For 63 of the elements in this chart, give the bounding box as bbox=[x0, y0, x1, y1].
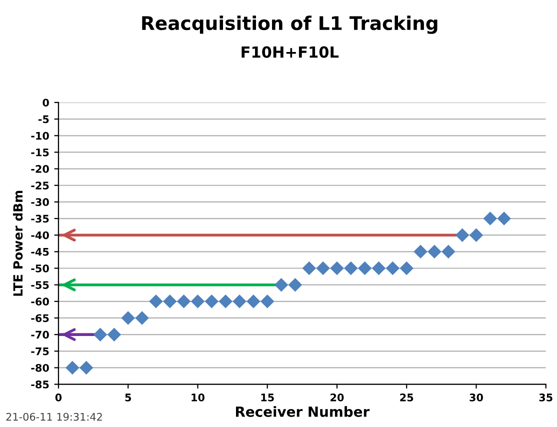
x-axis-title: Receiver Number bbox=[236, 406, 370, 417]
point bbox=[372, 262, 386, 275]
point bbox=[442, 245, 455, 258]
point bbox=[218, 294, 232, 308]
y-tick-label: -75 bbox=[31, 348, 49, 356]
chart-title: Reacquisition of L1 Tracking bbox=[142, 16, 438, 34]
point bbox=[358, 262, 372, 275]
y-tick-label: -25 bbox=[31, 182, 49, 190]
y-tick-label: -35 bbox=[31, 214, 49, 223]
y-tick-label: -85 bbox=[31, 380, 49, 388]
y-tick-label: -55 bbox=[31, 281, 49, 289]
y-tick-label: 0 bbox=[42, 98, 49, 107]
point bbox=[288, 278, 302, 292]
point bbox=[484, 212, 497, 226]
point bbox=[260, 294, 274, 308]
point bbox=[232, 294, 246, 308]
x-tick-label: 30 bbox=[470, 394, 483, 402]
point bbox=[66, 361, 79, 374]
point bbox=[274, 278, 288, 292]
point bbox=[316, 262, 330, 275]
y-tick-label: -45 bbox=[31, 248, 49, 256]
point bbox=[177, 294, 190, 308]
x-tick-label: 35 bbox=[539, 394, 552, 402]
text: 21-06-11 19:31:42 bbox=[6, 412, 102, 421]
point bbox=[246, 294, 260, 308]
y-axis-title: LTE Power dBm bbox=[12, 190, 23, 296]
point bbox=[135, 311, 149, 325]
point bbox=[149, 294, 163, 308]
x-tick-label: 5 bbox=[125, 394, 132, 402]
y-tick-label: -30 bbox=[31, 198, 49, 206]
point bbox=[386, 262, 400, 275]
x-tick-label: 25 bbox=[400, 394, 414, 402]
x-tick-label: 15 bbox=[261, 394, 274, 402]
point bbox=[428, 245, 442, 258]
point bbox=[302, 262, 316, 275]
y-tick-label: -10 bbox=[31, 132, 49, 140]
point bbox=[470, 228, 483, 242]
y-tick-label: -80 bbox=[31, 364, 49, 372]
point bbox=[497, 212, 511, 226]
x-tick-label: 0 bbox=[55, 394, 62, 402]
point bbox=[330, 262, 344, 275]
x-tick-label: 10 bbox=[192, 394, 204, 402]
y-tick-label: -15 bbox=[31, 148, 49, 156]
point bbox=[456, 228, 469, 242]
y-tick-label: -70 bbox=[31, 330, 49, 339]
point bbox=[122, 311, 135, 325]
point bbox=[205, 294, 218, 308]
point bbox=[400, 262, 414, 275]
y-tick-label: -5 bbox=[38, 115, 49, 124]
chart-subtitle: F10H+F10L bbox=[242, 46, 339, 58]
y-tick-label: -65 bbox=[31, 314, 49, 322]
point bbox=[80, 361, 93, 374]
point bbox=[344, 262, 358, 275]
point bbox=[163, 294, 176, 308]
y-tick-label: -50 bbox=[31, 264, 49, 272]
point bbox=[191, 294, 204, 308]
point bbox=[108, 328, 121, 342]
x-tick-label: 20 bbox=[330, 394, 344, 402]
y-tick-label: -20 bbox=[31, 165, 49, 173]
point bbox=[414, 245, 428, 258]
y-tick-label: -60 bbox=[31, 298, 49, 306]
y-tick-label: -40 bbox=[31, 231, 49, 240]
point bbox=[94, 328, 107, 342]
